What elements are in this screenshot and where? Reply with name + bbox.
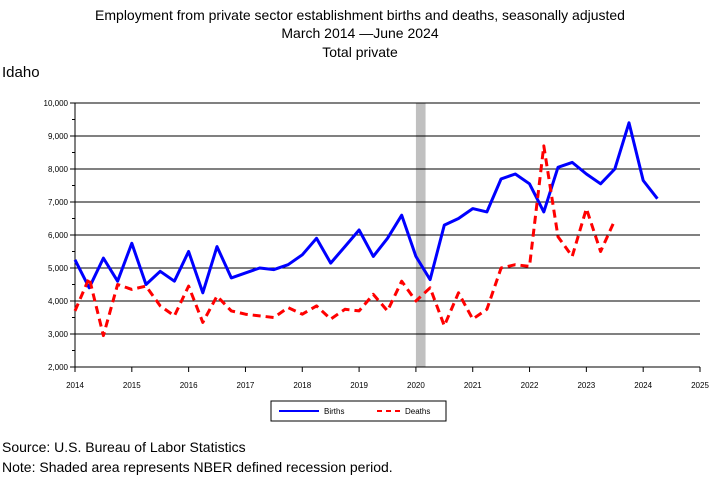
y-tick-label: 10,000 [44, 99, 69, 108]
x-tick-label: 2022 [521, 381, 539, 390]
x-tick-label: 2025 [691, 381, 709, 390]
x-tick-label: 2020 [407, 381, 425, 390]
x-tick-label: 2023 [577, 381, 595, 390]
y-tick-label: 7,000 [48, 198, 69, 207]
y-tick-label: 4,000 [48, 297, 69, 306]
x-tick-label: 2016 [180, 381, 198, 390]
series-line-births [73, 121, 659, 295]
y-tick-label: 6,000 [48, 231, 69, 240]
grid-layer [75, 102, 700, 368]
region-label: Idaho [2, 64, 40, 81]
chart-title: Employment from private sector establish… [95, 7, 625, 23]
x-tick-label: 2018 [293, 381, 311, 390]
legend: Births Deaths [270, 400, 447, 422]
legend-box [270, 400, 447, 422]
chart-subtitle: March 2014 —June 2024 [281, 25, 439, 41]
y-tick-label: 9,000 [48, 132, 69, 141]
y-tick-label: 2,000 [48, 363, 69, 372]
axis-layer: 2,000 3,000 4,000 5,000 6,000 7,000 8,000 9,000… [44, 99, 710, 390]
x-tick-label: 2021 [464, 381, 482, 390]
x-tick-label: 2015 [123, 381, 141, 390]
legend-label-births: Births [324, 407, 344, 416]
series-line-deaths [73, 144, 617, 338]
x-tick-label: 2014 [66, 381, 84, 390]
y-tick-label: 3,000 [48, 330, 69, 339]
chart-series-title: Total private [322, 44, 398, 60]
series-layer [73, 121, 659, 338]
recession-note: Note: Shaded area represents NBER define… [2, 459, 393, 475]
x-tick-label: 2024 [634, 381, 652, 390]
x-tick-label: 2017 [237, 381, 255, 390]
legend-label-deaths: Deaths [405, 407, 430, 416]
y-tick-label: 5,000 [48, 264, 69, 273]
x-tick-label: 2019 [350, 381, 368, 390]
source-note: Source: U.S. Bureau of Labor Statistics [2, 439, 246, 455]
y-tick-label: 8,000 [48, 165, 69, 174]
